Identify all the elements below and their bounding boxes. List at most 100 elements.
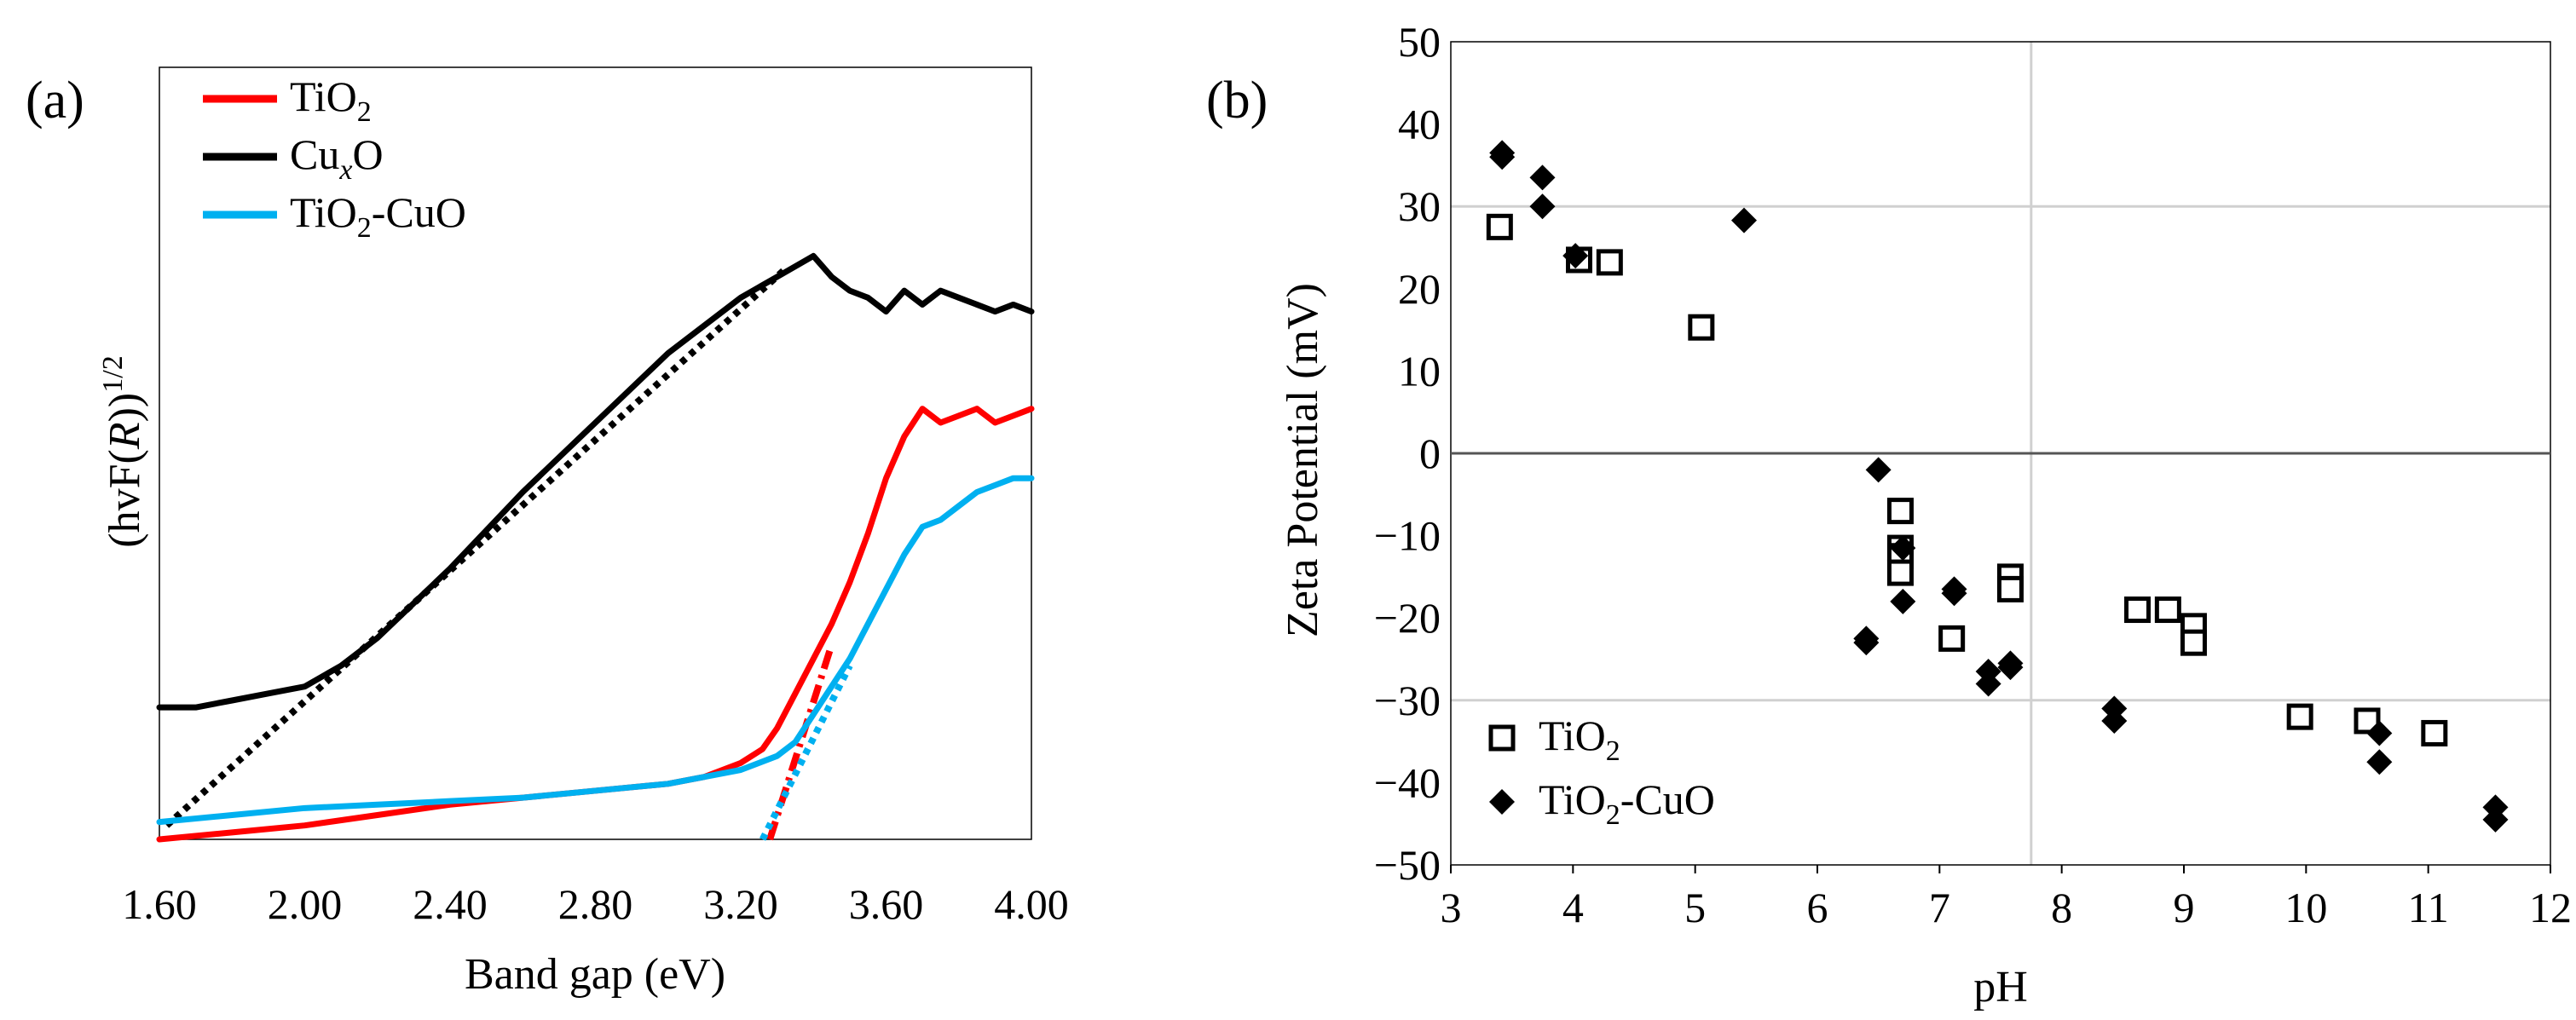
x-tick-label: 5 [1684,884,1706,931]
series-line-cuxo [156,252,1035,711]
legend-marker-tio2 [1488,724,1516,752]
point-tio2 [1886,498,1914,525]
legend-cuxo-label-base: Cu [290,130,339,178]
x-tick-label: 12 [2529,884,2572,931]
legend-b-tio2-cuo-label-rest: -CuO [1620,775,1715,823]
fit-line-tio2-cuo [760,664,853,841]
panel-b-x-axis-title: pH [1973,963,2028,1011]
panel-a-frame [159,66,1032,840]
legend-b-tio2-label-subscript: 2 [1606,735,1620,767]
y-tick-label: 30 [1398,182,1441,230]
panel-b-y-axis-title: Zeta Potential (mV) [1279,283,1327,637]
panel-a-x-axis-title: Band gap (eV) [465,950,725,999]
panel-b-x-ticks: 3 4 5 6 7 8 9 10 11 12 [1441,865,2572,931]
x-tick-label: 4.00 [994,880,1069,928]
point-tio2 [1886,559,1914,586]
legend-cuxo-label: CuxO [290,130,384,186]
legend-tio2-label: TiO2 [290,72,372,128]
point-tio2 [2154,596,2181,624]
legend-b-tio2-label-base: TiO [1539,712,1606,759]
x-tick-label: 3 [1441,884,1462,931]
legend-cuxo-label-rest: O [352,130,383,178]
fit-line-cuxo [164,267,787,828]
point-tio2-cuo [1865,457,1892,483]
point-tio2-cuo [1941,580,1967,607]
x-tick-label: 2.00 [268,880,343,928]
point-tio2-cuo [2366,720,2393,746]
panel-a-series-lines [156,252,1035,843]
legend-b-tio2-label: TiO2 [1539,712,1620,767]
x-tick-label: 4 [1562,884,1584,931]
point-tio2-cuo [1529,164,1556,191]
point-tio2 [1938,625,1966,652]
y-tick-label: −50 [1374,841,1441,889]
legend-tio2-label-base: TiO [290,72,357,120]
x-tick-label: 3.60 [849,880,924,928]
point-tio2-cuo [1731,207,1757,233]
point-tio2 [2180,629,2207,656]
point-tio2-cuo [2366,749,2393,775]
x-tick-label: 1.60 [122,880,197,928]
panel-a-y-title-pre: (hvF( [101,449,149,548]
point-tio2 [1688,314,1715,341]
panel-a-y-title-superscript: 1/2 [97,355,129,392]
legend-tio2-cuo-label-base: TiO [290,188,357,236]
point-tio2-cuo [1997,654,2024,681]
y-tick-label: 10 [1398,347,1441,395]
y-tick-label: 20 [1398,265,1441,313]
point-tio2-cuo [1529,193,1556,220]
x-tick-label: 2.80 [558,880,633,928]
point-tio2-cuo [2482,806,2509,833]
point-tio2 [1486,213,1513,240]
legend-tio2-cuo-label-rest: -CuO [372,188,466,236]
series-line-tio2-cuo [156,475,1035,826]
point-tio2-cuo [2101,707,2128,734]
x-tick-label: 6 [1807,884,1828,931]
panel-a-y-title-post: )) [101,393,149,423]
y-tick-label: −10 [1374,512,1441,560]
panel-a-x-ticks: 1.60 2.00 2.40 2.80 3.20 3.60 4.00 [122,880,1069,928]
panel-b-label: (b) [1206,72,1268,130]
y-tick-label: 40 [1398,101,1441,148]
x-tick-label: 7 [1929,884,1950,931]
y-tick-label: −20 [1374,594,1441,642]
panel-a-y-axis-title: (hvF(R))1/2 [97,355,149,547]
x-tick-label: 11 [2408,884,2449,931]
panel-b-zeta-potential-plot: (b) 50 40 30 20 10 0 −10 −20 −30 −40 −50 3 4 5 6 7 8 9 10… [1206,18,2572,1011]
y-tick-label: −40 [1374,758,1441,806]
point-tio2 [2286,703,2313,730]
y-tick-label: 50 [1398,18,1441,66]
x-tick-label: 9 [2174,884,2195,931]
point-tio2 [2124,596,2151,624]
point-tio2 [1996,575,2024,602]
y-tick-label: −30 [1374,677,1441,724]
x-tick-label: 3.20 [703,880,778,928]
panel-a-label: (a) [26,72,84,130]
x-tick-label: 10 [2284,884,2327,931]
legend-tio2-cuo-label: TiO2-CuO [290,188,466,244]
y-tick-label: 0 [1419,429,1441,477]
legend-tio2-cuo-label-subscript: 2 [357,212,372,244]
series-line-tio2 [156,406,1035,843]
legend-cuxo-label-subscript: x [338,154,352,186]
legend-marker-tio2-cuo [1489,789,1515,815]
x-tick-label: 2.40 [413,880,488,928]
point-tio2-cuo [1853,630,1880,656]
panel-a-fit-lines [164,267,853,841]
legend-tio2-label-subscript: 2 [357,96,372,128]
legend-b-tio2-cuo-label-subscript: 2 [1606,799,1620,831]
panel-a-y-title-italic: R [101,422,149,450]
point-tio2-cuo [1489,144,1516,170]
panel-b-data-points [1486,140,2509,833]
panel-a-band-gap-plot: (a) 1.60 2.00 2.40 2.80 3.20 3.60 4.00 Band ga… [26,66,1069,999]
panel-b-y-ticks: 50 40 30 20 10 0 −10 −20 −30 −40 −50 [1374,18,1441,889]
point-tio2-cuo [1562,243,1589,269]
point-tio2-cuo [1890,535,1916,562]
point-tio2 [1596,249,1623,276]
legend-b-tio2-cuo-label: TiO2-CuO [1539,775,1715,831]
legend-b-tio2-cuo-label-base: TiO [1539,775,1606,823]
point-tio2-cuo [1975,671,2001,697]
